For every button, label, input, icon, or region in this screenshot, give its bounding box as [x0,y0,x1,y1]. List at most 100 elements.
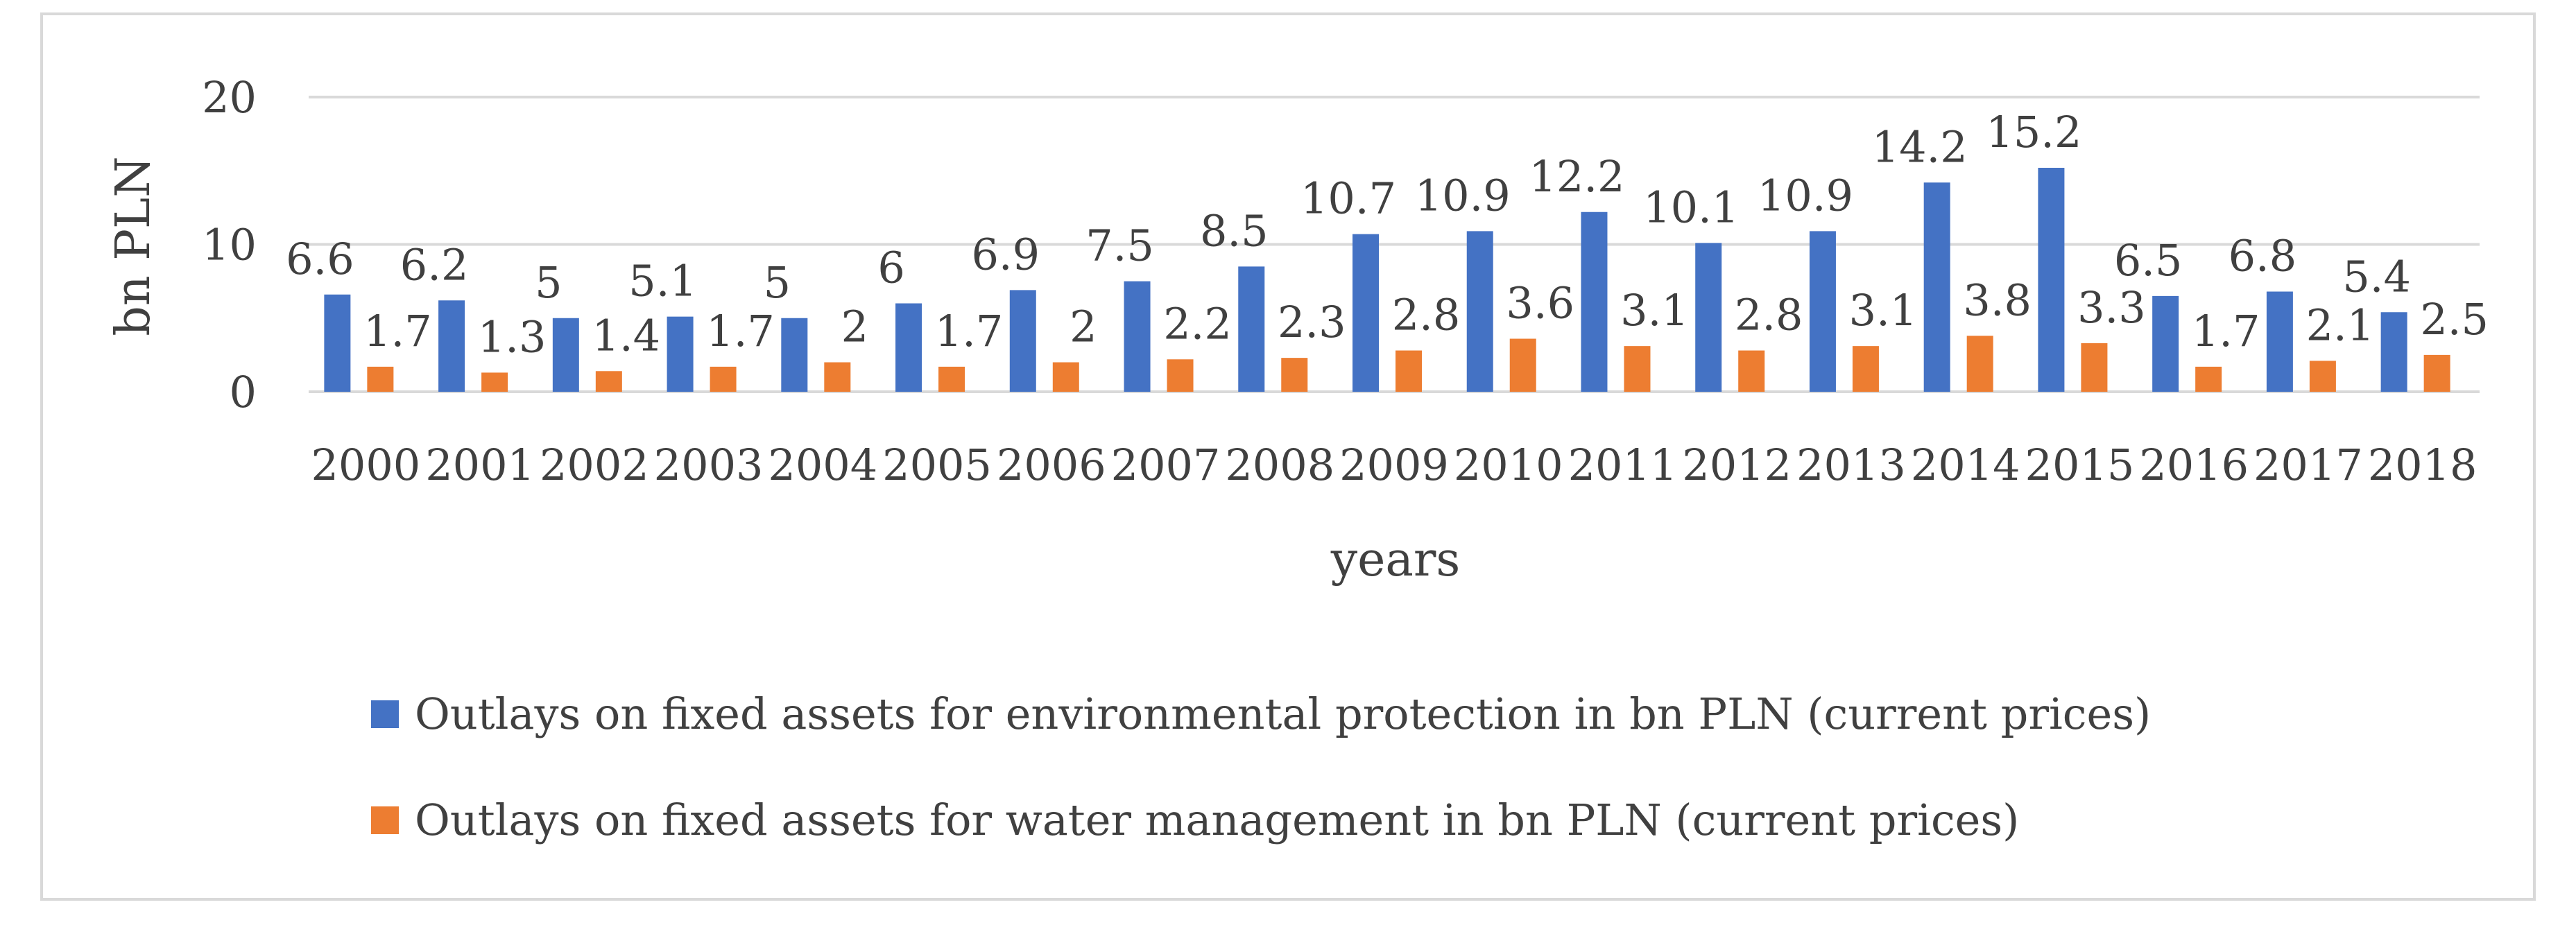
x-tick-label: 2017 [2253,440,2363,490]
data-label-water: 1.7 [935,306,1004,356]
bar-water [367,366,394,392]
bar-water [1624,346,1651,392]
data-label-environmental: 5.1 [628,256,697,306]
bar-water [1852,346,1879,392]
bar-water [1738,350,1765,392]
chart-frame [40,12,2536,901]
y-axis-label: bn PLN [106,156,161,336]
x-tick-label: 2002 [540,440,649,490]
data-label-water: 3.6 [1506,278,1574,329]
bar-environmental [1923,182,1950,392]
bar-environmental [552,318,579,392]
data-label-environmental: 8.5 [1200,205,1269,256]
bar-environmental [1238,266,1265,392]
data-label-water: 1.7 [2192,306,2260,356]
x-tick-label: 2004 [768,440,877,490]
x-tick-label: 2008 [1225,440,1334,490]
x-tick-label: 2018 [2368,440,2478,490]
bar-water [824,362,851,392]
bar-water [938,366,965,392]
data-label-environmental: 10.1 [1643,182,1739,232]
data-label-environmental: 10.7 [1300,173,1396,224]
bar-environmental [895,303,922,392]
y-tick-label: 20 [202,72,257,123]
data-label-environmental: 7.5 [1085,220,1154,271]
x-tick-label: 2014 [1911,440,2020,490]
x-axis-label: years [1330,533,1461,587]
bar-environmental [2038,168,2065,392]
legend-label-water: Outlays on fixed assets for water manage… [415,795,2019,845]
data-label-water: 2.3 [1278,297,1346,347]
bar-environmental [2380,312,2407,392]
x-tick-label: 2009 [1339,440,1449,490]
data-label-water: 2.2 [1163,298,1232,349]
bar-water [2423,354,2450,392]
bar-water [1281,358,1308,392]
bar-water [2195,366,2222,392]
bar-environmental [1581,211,1608,392]
bar-environmental [1466,231,1493,392]
data-label-water: 2.8 [1392,290,1461,340]
data-label-water: 3.8 [1963,275,2032,325]
bar-environmental [1695,243,1722,392]
data-label-water: 3.1 [1849,285,1918,336]
data-label-environmental: 5 [535,257,562,308]
x-tick-label: 2005 [882,440,992,490]
bar-environmental [667,316,694,392]
legend-swatch-environmental [371,700,399,728]
x-tick-label: 2001 [425,440,535,490]
data-label-environmental: 14.2 [1872,121,1968,172]
bar-environmental [2266,291,2293,392]
bar-water [710,366,737,392]
data-label-environmental: 6.2 [400,239,469,290]
data-label-environmental: 6.5 [2114,235,2183,286]
bar-environmental [438,300,465,392]
x-tick-label: 2013 [1796,440,1906,490]
bar-water [481,372,508,392]
data-label-environmental: 6.6 [286,234,354,284]
x-tick-label: 2011 [1568,440,1678,490]
bar-water [1509,338,1536,392]
y-tick-label: 0 [230,367,257,417]
y-tick-label: 10 [202,220,257,270]
data-label-water: 2 [1070,302,1097,352]
bar-water [2309,361,2336,392]
data-label-environmental: 5.4 [2342,251,2411,302]
x-tick-label: 2000 [311,440,420,490]
data-label-environmental: 15.2 [1986,107,2081,157]
data-label-environmental: 12.2 [1529,151,1624,202]
bar-environmental [1809,231,1836,392]
data-label-water: 2.8 [1735,290,1803,340]
data-label-water: 1.7 [706,306,775,356]
data-label-water: 3.1 [1620,285,1689,336]
bar-water [1396,350,1422,392]
bar-environmental [2152,295,2179,392]
bar-water [1966,336,1993,392]
x-tick-label: 2006 [997,440,1106,490]
legend: Outlays on fixed assets for environmenta… [371,689,2151,845]
x-tick-label: 2007 [1111,440,1221,490]
data-label-water: 3.3 [2077,282,2146,333]
data-label-water: 1.4 [592,310,661,361]
bar-water [1167,359,1194,392]
bar-environmental [781,318,808,392]
x-tick-label: 2003 [654,440,764,490]
data-label-water: 2.5 [2420,294,2489,345]
data-label-water: 1.3 [478,311,547,362]
x-tick-label: 2016 [2139,440,2249,490]
x-tick-label: 2012 [1682,440,1792,490]
bar-environmental [1009,290,1036,392]
data-label-water: 1.7 [363,306,432,356]
data-label-environmental: 10.9 [1415,170,1511,220]
legend-label-environmental: Outlays on fixed assets for environmenta… [415,689,2151,739]
bar-environmental [1124,281,1151,392]
data-label-environmental: 6 [877,243,904,293]
legend-swatch-water [371,806,399,834]
data-label-environmental: 6.8 [2229,231,2297,282]
bar-environmental [324,294,351,392]
x-tick-label: 2015 [2025,440,2135,490]
bar-environmental [1353,234,1379,392]
bar-water [2081,343,2108,392]
data-label-environmental: 5 [764,257,791,308]
data-label-environmental: 6.9 [971,229,1040,279]
